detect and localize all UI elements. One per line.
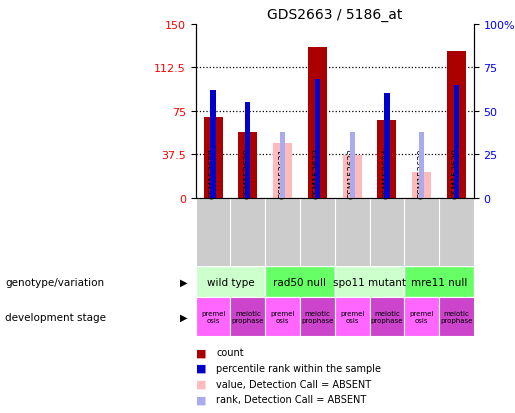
Bar — [335, 266, 404, 297]
Bar — [315, 80, 320, 198]
Bar — [196, 297, 230, 337]
Bar — [447, 51, 466, 198]
Bar — [404, 297, 439, 337]
Bar — [419, 132, 424, 198]
Bar — [412, 173, 431, 198]
Text: premei
osis: premei osis — [340, 311, 364, 323]
Text: spo11 mutant: spo11 mutant — [333, 277, 406, 287]
Bar — [238, 132, 258, 198]
Bar — [308, 48, 327, 198]
Text: rank, Detection Call = ABSENT: rank, Detection Call = ABSENT — [216, 394, 367, 404]
Bar — [369, 297, 404, 337]
Text: premei
osis: premei osis — [270, 311, 295, 323]
Bar — [230, 297, 265, 337]
Text: meiotic
prophase: meiotic prophase — [301, 311, 334, 323]
Bar — [211, 91, 216, 198]
Text: mre11 null: mre11 null — [411, 277, 467, 287]
Bar — [404, 266, 474, 297]
Bar — [273, 144, 292, 198]
Text: meiotic
prophase: meiotic prophase — [440, 311, 473, 323]
Text: percentile rank within the sample: percentile rank within the sample — [216, 363, 381, 373]
Text: ■: ■ — [196, 394, 206, 404]
Text: ■: ■ — [196, 363, 206, 373]
Bar — [384, 94, 389, 198]
Text: premei
osis: premei osis — [201, 311, 225, 323]
Bar — [203, 117, 222, 198]
Bar — [245, 103, 250, 198]
Bar — [439, 297, 474, 337]
Text: meiotic
prophase: meiotic prophase — [232, 311, 264, 323]
Title: GDS2663 / 5186_at: GDS2663 / 5186_at — [267, 8, 402, 22]
Bar — [280, 132, 285, 198]
Text: count: count — [216, 347, 244, 357]
Bar — [342, 155, 362, 198]
Text: meiotic
prophase: meiotic prophase — [371, 311, 403, 323]
Bar — [196, 266, 265, 297]
Bar — [265, 266, 335, 297]
Text: premei
osis: premei osis — [409, 311, 434, 323]
Bar — [350, 132, 355, 198]
Text: ■: ■ — [196, 347, 206, 357]
Bar — [335, 297, 369, 337]
Text: development stage: development stage — [5, 312, 106, 322]
Bar — [300, 297, 335, 337]
Bar — [377, 121, 397, 198]
Text: value, Detection Call = ABSENT: value, Detection Call = ABSENT — [216, 379, 371, 389]
Text: ■: ■ — [196, 379, 206, 389]
Bar — [454, 85, 459, 198]
Text: rad50 null: rad50 null — [273, 277, 327, 287]
Bar — [265, 297, 300, 337]
Text: ▶: ▶ — [180, 312, 188, 322]
Text: wild type: wild type — [207, 277, 254, 287]
Text: genotype/variation: genotype/variation — [5, 277, 104, 287]
Text: ▶: ▶ — [180, 277, 188, 287]
